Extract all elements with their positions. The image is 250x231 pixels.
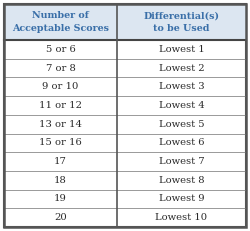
- Text: Lowest 5: Lowest 5: [159, 120, 204, 129]
- Text: Lowest 2: Lowest 2: [159, 64, 204, 73]
- Text: Lowest 6: Lowest 6: [159, 138, 204, 147]
- Text: Lowest 7: Lowest 7: [159, 157, 204, 166]
- Text: Number of
Acceptable Scores: Number of Acceptable Scores: [12, 11, 109, 33]
- Text: Differential(s)
to be Used: Differential(s) to be Used: [144, 11, 220, 33]
- Text: 5 or 6: 5 or 6: [46, 45, 76, 54]
- Text: Lowest 3: Lowest 3: [159, 82, 204, 91]
- Text: Lowest 10: Lowest 10: [156, 213, 208, 222]
- Text: 9 or 10: 9 or 10: [42, 82, 79, 91]
- Text: Lowest 9: Lowest 9: [159, 195, 204, 204]
- Text: Lowest 1: Lowest 1: [159, 45, 204, 54]
- Text: 15 or 16: 15 or 16: [39, 138, 82, 147]
- Text: 7 or 8: 7 or 8: [46, 64, 76, 73]
- Text: Lowest 4: Lowest 4: [159, 101, 204, 110]
- Text: 20: 20: [54, 213, 67, 222]
- Text: 17: 17: [54, 157, 67, 166]
- Bar: [4, 4, 246, 40]
- Text: Lowest 8: Lowest 8: [159, 176, 204, 185]
- Text: 19: 19: [54, 195, 67, 204]
- Text: 18: 18: [54, 176, 67, 185]
- Text: 11 or 12: 11 or 12: [39, 101, 82, 110]
- Text: 13 or 14: 13 or 14: [39, 120, 82, 129]
